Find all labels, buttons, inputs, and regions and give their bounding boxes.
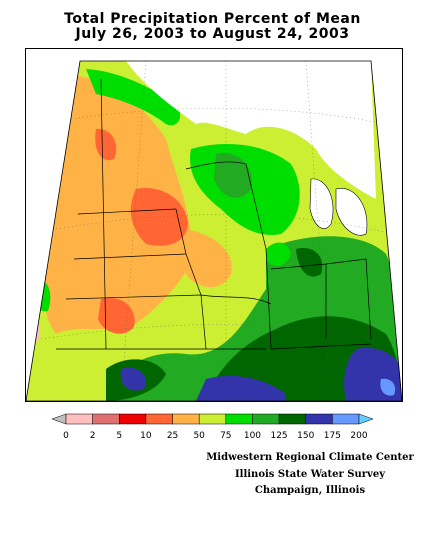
credit-line-2: Illinois State Water Survey [234,469,386,480]
legend-swatch-7 [225,413,253,425]
state-boundaries [56,78,372,350]
map-title-line-1: Total Precipitation Percent of Mean [64,11,361,27]
region-25-50-central [186,229,232,288]
credit-line-1: Midwestern Regional Climate Center [206,452,414,463]
legend-swatch-6 [198,413,227,425]
legend-label: 5 [116,431,122,441]
region-10-25-dakotas [95,128,117,161]
legend-label: 10 [140,431,152,441]
legend-label: 150 [297,431,314,441]
region-200-plus [380,378,396,396]
legend-label: 0 [63,431,69,441]
region-10-25-iowa [130,188,188,246]
legend-swatch-1 [65,413,93,425]
lake-michigan [309,178,334,229]
legend-swatch-5 [172,413,200,425]
legend-swatch-2 [92,413,120,425]
legend-swatch-9 [278,413,306,425]
region-175-200-oklahoma [120,367,146,391]
legend-svg: 0 2 5 10 25 50 75 100 125 150 175 200 [51,413,374,441]
map-title-line-2: July 26, 2003 to August 24, 2003 [75,26,350,42]
region-175-200-south [196,375,286,401]
graticule [40,61,402,401]
region-25-50-west [42,74,192,334]
legend-swatch-12 [358,413,374,425]
legend-swatch-8 [252,413,280,425]
legend-swatch-10 [305,413,333,425]
canada-no-data [126,61,376,199]
legend-label: 2 [90,431,96,441]
legend-label: 100 [244,431,261,441]
legend-label: 175 [324,431,341,441]
region-150-175-indiana [296,248,323,277]
region-100-125-wisconsin [214,153,252,198]
legend-swatch-0 [51,413,67,425]
credit-line-3: Champaign, Illinois [254,485,366,496]
region-75-100-north [86,69,181,126]
legend-label: 125 [270,431,287,441]
map-outline [26,60,402,401]
region-75-100-illinois [266,242,291,266]
region-75-100-montana [26,168,41,211]
legend: 0 2 5 10 25 50 75 100 125 150 175 200 [40,412,385,442]
precipitation-map [25,48,403,402]
legend-label: 200 [350,431,367,441]
lake-huron [335,188,368,236]
region-10-25-kansas [98,297,135,334]
legend-swatch-3 [119,413,147,425]
legend-swatch-4 [145,413,173,425]
legend-label: 25 [167,431,178,441]
legend-swatch-11 [332,413,360,425]
map-svg [26,60,402,401]
legend-label: 75 [220,431,231,441]
legend-label: 50 [193,431,205,441]
